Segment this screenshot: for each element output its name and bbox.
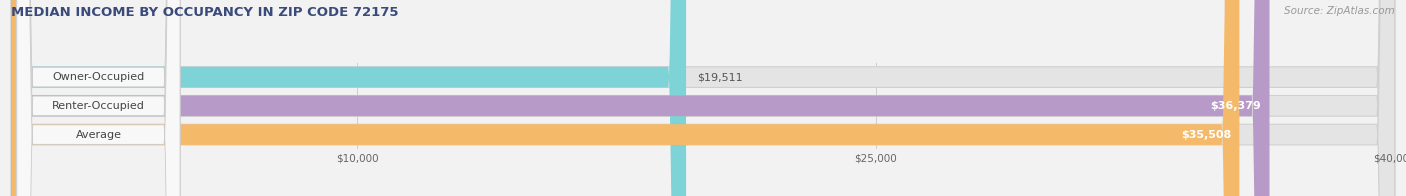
FancyBboxPatch shape [17,0,180,196]
Text: Average: Average [76,130,121,140]
Text: Owner-Occupied: Owner-Occupied [52,72,145,82]
Text: Source: ZipAtlas.com: Source: ZipAtlas.com [1284,6,1395,16]
FancyBboxPatch shape [11,0,1239,196]
Text: $19,511: $19,511 [697,72,742,82]
FancyBboxPatch shape [17,0,180,196]
Text: $36,379: $36,379 [1211,101,1261,111]
Text: MEDIAN INCOME BY OCCUPANCY IN ZIP CODE 72175: MEDIAN INCOME BY OCCUPANCY IN ZIP CODE 7… [11,6,399,19]
FancyBboxPatch shape [11,0,1395,196]
FancyBboxPatch shape [11,0,1395,196]
Text: $35,508: $35,508 [1181,130,1232,140]
FancyBboxPatch shape [11,0,1395,196]
Text: Renter-Occupied: Renter-Occupied [52,101,145,111]
FancyBboxPatch shape [17,0,180,196]
FancyBboxPatch shape [11,0,1270,196]
FancyBboxPatch shape [11,0,686,196]
